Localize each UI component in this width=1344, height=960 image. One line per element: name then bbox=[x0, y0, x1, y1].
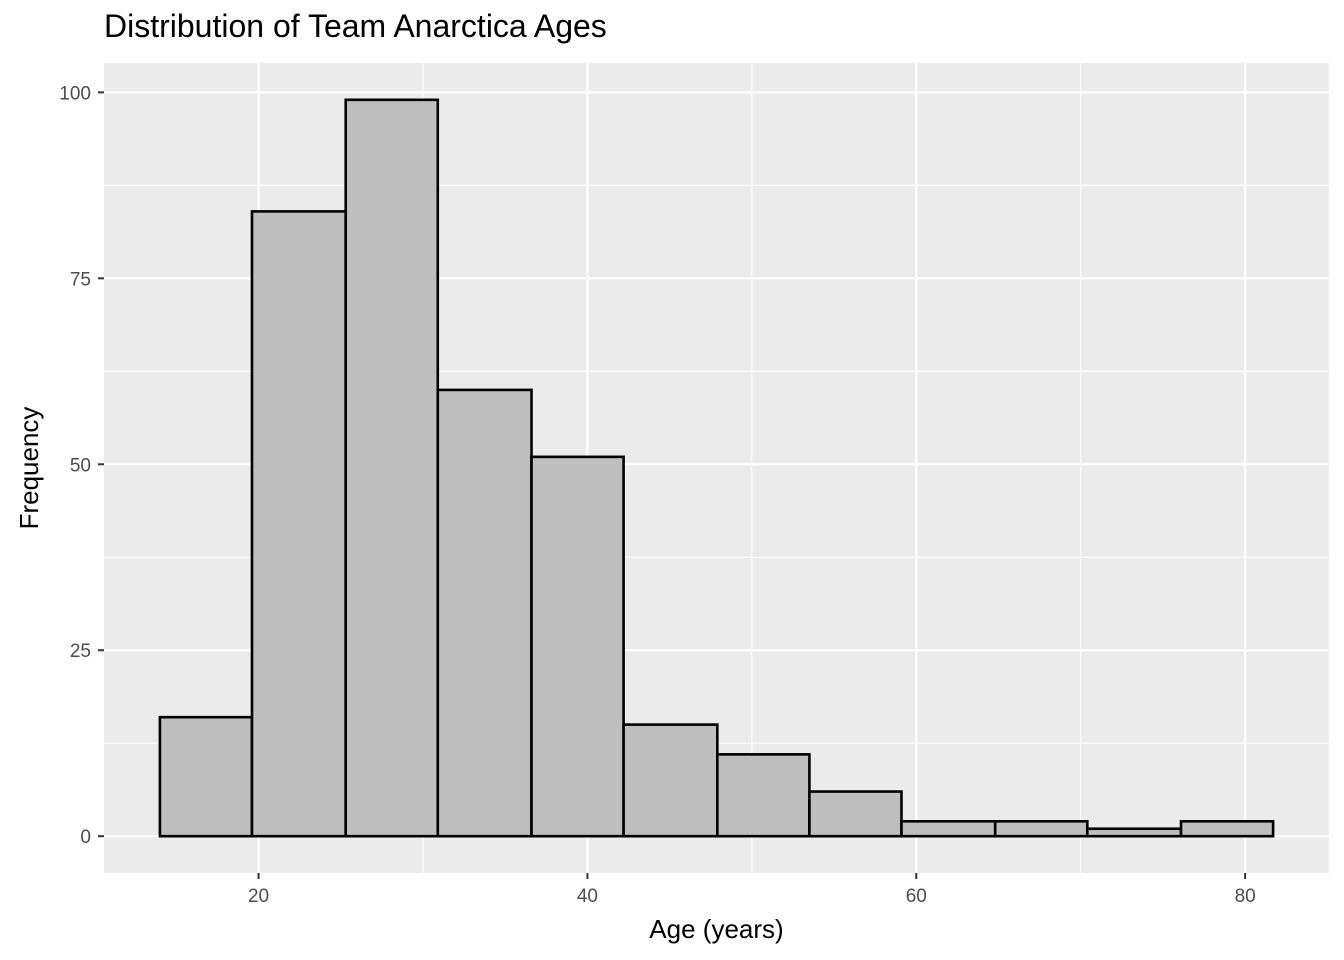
y-tick-label: 100 bbox=[59, 83, 91, 104]
y-tick-label: 0 bbox=[80, 827, 91, 848]
y-tick-label: 25 bbox=[70, 641, 91, 662]
y-axis-title: Frequency bbox=[14, 407, 44, 530]
histogram-bar-4 bbox=[436, 388, 533, 838]
x-tick-label: 40 bbox=[577, 886, 598, 907]
histogram-bar-7 bbox=[716, 753, 811, 838]
x-tick-label: 80 bbox=[1235, 886, 1256, 907]
histogram-bar-9 bbox=[900, 820, 997, 838]
histogram-bar-10 bbox=[993, 820, 1089, 838]
y-tick-label: 75 bbox=[70, 269, 91, 290]
histogram-bar-12 bbox=[1179, 820, 1275, 838]
histogram-bar-1 bbox=[158, 715, 254, 838]
histogram-bar-2 bbox=[250, 210, 348, 838]
y-tick-label: 50 bbox=[70, 455, 91, 476]
x-tick-label: 60 bbox=[906, 886, 927, 907]
chart-title: Distribution of Team Anarctica Ages bbox=[104, 8, 607, 44]
x-tick-label: 20 bbox=[248, 886, 269, 907]
x-axis-title: Age (years) bbox=[649, 914, 783, 944]
histogram-bar-3 bbox=[344, 98, 440, 838]
histogram-bar-6 bbox=[622, 723, 719, 838]
histogram-bar-8 bbox=[808, 790, 903, 838]
histogram-bar-5 bbox=[530, 455, 625, 838]
histogram-bar-11 bbox=[1085, 827, 1183, 838]
